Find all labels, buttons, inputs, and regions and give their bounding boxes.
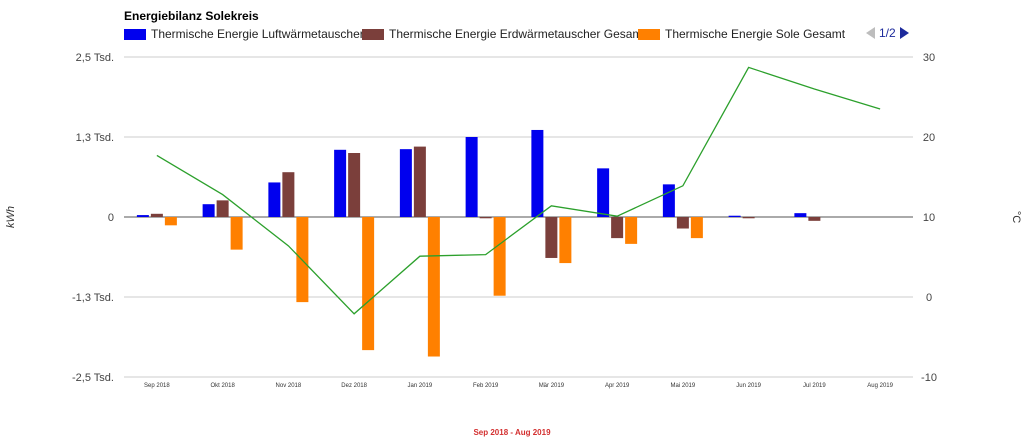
x-tick-label: Sep 2018 bbox=[144, 383, 170, 389]
legend-swatch-sole bbox=[638, 28, 660, 40]
bar-sole bbox=[690, 217, 703, 239]
x-tick-label: Jul 2019 bbox=[803, 383, 826, 389]
temperature-line bbox=[156, 66, 881, 315]
bar-erdwaermetauscher bbox=[545, 217, 558, 258]
y-tick-label: 2,5 Tsd. bbox=[76, 52, 114, 64]
bar-sole bbox=[230, 217, 243, 250]
date-range-label: Sep 2018 - Aug 2019 bbox=[473, 428, 551, 437]
x-tick-label: Jan 2019 bbox=[408, 383, 433, 389]
pager-label: 1/2 bbox=[879, 26, 896, 40]
x-tick-label: Okt 2018 bbox=[210, 383, 235, 389]
pager-next-icon[interactable] bbox=[899, 27, 909, 39]
x-tick-label: Mär 2019 bbox=[539, 383, 565, 389]
legend-swatch-erdwaermetauscher bbox=[362, 28, 384, 40]
bar-luftwaermetauscher bbox=[597, 168, 610, 217]
chart-title: Energiebilanz Solekreis bbox=[124, 9, 259, 23]
chart-legend: Thermische Energie Luftwärmetauscher The… bbox=[124, 27, 929, 43]
bar-luftwaermetauscher bbox=[728, 215, 741, 217]
legend-pager: 1/2 bbox=[866, 26, 909, 40]
bar-sole bbox=[164, 217, 177, 226]
bar-luftwaermetauscher bbox=[268, 182, 281, 217]
bar-luftwaermetauscher bbox=[202, 204, 215, 217]
legend-item-luftwaermetauscher[interactable]: Thermische Energie Luftwärmetauscher bbox=[124, 27, 364, 41]
bar-erdwaermetauscher bbox=[479, 217, 492, 219]
bar-erdwaermetauscher bbox=[216, 200, 229, 217]
bar-sole bbox=[493, 217, 506, 296]
y-tick-label: 0 bbox=[108, 212, 114, 224]
y2-tick-label: -10 bbox=[921, 372, 937, 384]
x-tick-label: Apr 2019 bbox=[605, 383, 630, 389]
y2-tick-label: 20 bbox=[923, 132, 935, 144]
bar-erdwaermetauscher bbox=[413, 146, 426, 217]
legend-label-erdwaermetauscher: Thermische Energie Erdwärmetauscher Gesa… bbox=[389, 27, 646, 41]
y2-tick-label: 30 bbox=[923, 52, 935, 64]
y-axis-label: kWh bbox=[5, 206, 17, 228]
bar-erdwaermetauscher bbox=[808, 217, 821, 221]
bar-luftwaermetauscher bbox=[531, 129, 544, 217]
x-tick-label: Dez 2018 bbox=[341, 383, 367, 389]
y-tick-label: -2,5 Tsd. bbox=[72, 372, 114, 384]
legend-label-sole: Thermische Energie Sole Gesamt bbox=[665, 27, 846, 41]
y2-tick-label: 0 bbox=[926, 292, 932, 304]
bar-sole bbox=[625, 217, 638, 244]
bar-erdwaermetauscher bbox=[676, 217, 689, 229]
bar-erdwaermetauscher bbox=[282, 172, 295, 217]
x-tick-label: Aug 2019 bbox=[867, 383, 893, 389]
x-tick-label: Mai 2019 bbox=[671, 383, 696, 389]
y-tick-label: -1,3 Tsd. bbox=[72, 292, 114, 304]
bar-erdwaermetauscher bbox=[150, 213, 163, 217]
bar-erdwaermetauscher bbox=[348, 153, 361, 217]
x-tick-label: Nov 2018 bbox=[276, 383, 302, 389]
y2-axis-label: °C bbox=[1010, 211, 1022, 223]
bar-erdwaermetauscher bbox=[611, 217, 624, 239]
legend-item-sole[interactable]: Thermische Energie Sole Gesamt bbox=[638, 27, 845, 41]
x-tick-label: Jun 2019 bbox=[736, 383, 761, 389]
bar-luftwaermetauscher bbox=[662, 184, 675, 217]
bar-luftwaermetauscher bbox=[334, 149, 347, 217]
bar-luftwaermetauscher bbox=[399, 149, 412, 217]
pager-prev-icon[interactable] bbox=[866, 27, 875, 39]
bar-erdwaermetauscher bbox=[742, 217, 755, 219]
bar-luftwaermetauscher bbox=[794, 213, 807, 217]
x-tick-label: Feb 2019 bbox=[473, 383, 499, 389]
y-tick-label: 1,3 Tsd. bbox=[76, 132, 114, 144]
bar-sole bbox=[362, 217, 375, 351]
bar-luftwaermetauscher bbox=[136, 215, 149, 217]
bar-sole bbox=[559, 217, 572, 264]
y2-tick-label: 10 bbox=[923, 212, 935, 224]
legend-swatch-luftwaermetauscher bbox=[124, 28, 146, 40]
bar-sole bbox=[427, 217, 440, 357]
bar-luftwaermetauscher bbox=[465, 137, 478, 217]
legend-label-luftwaermetauscher: Thermische Energie Luftwärmetauscher bbox=[151, 27, 364, 41]
legend-item-erdwaermetauscher[interactable]: Thermische Energie Erdwärmetauscher Gesa… bbox=[362, 27, 646, 41]
